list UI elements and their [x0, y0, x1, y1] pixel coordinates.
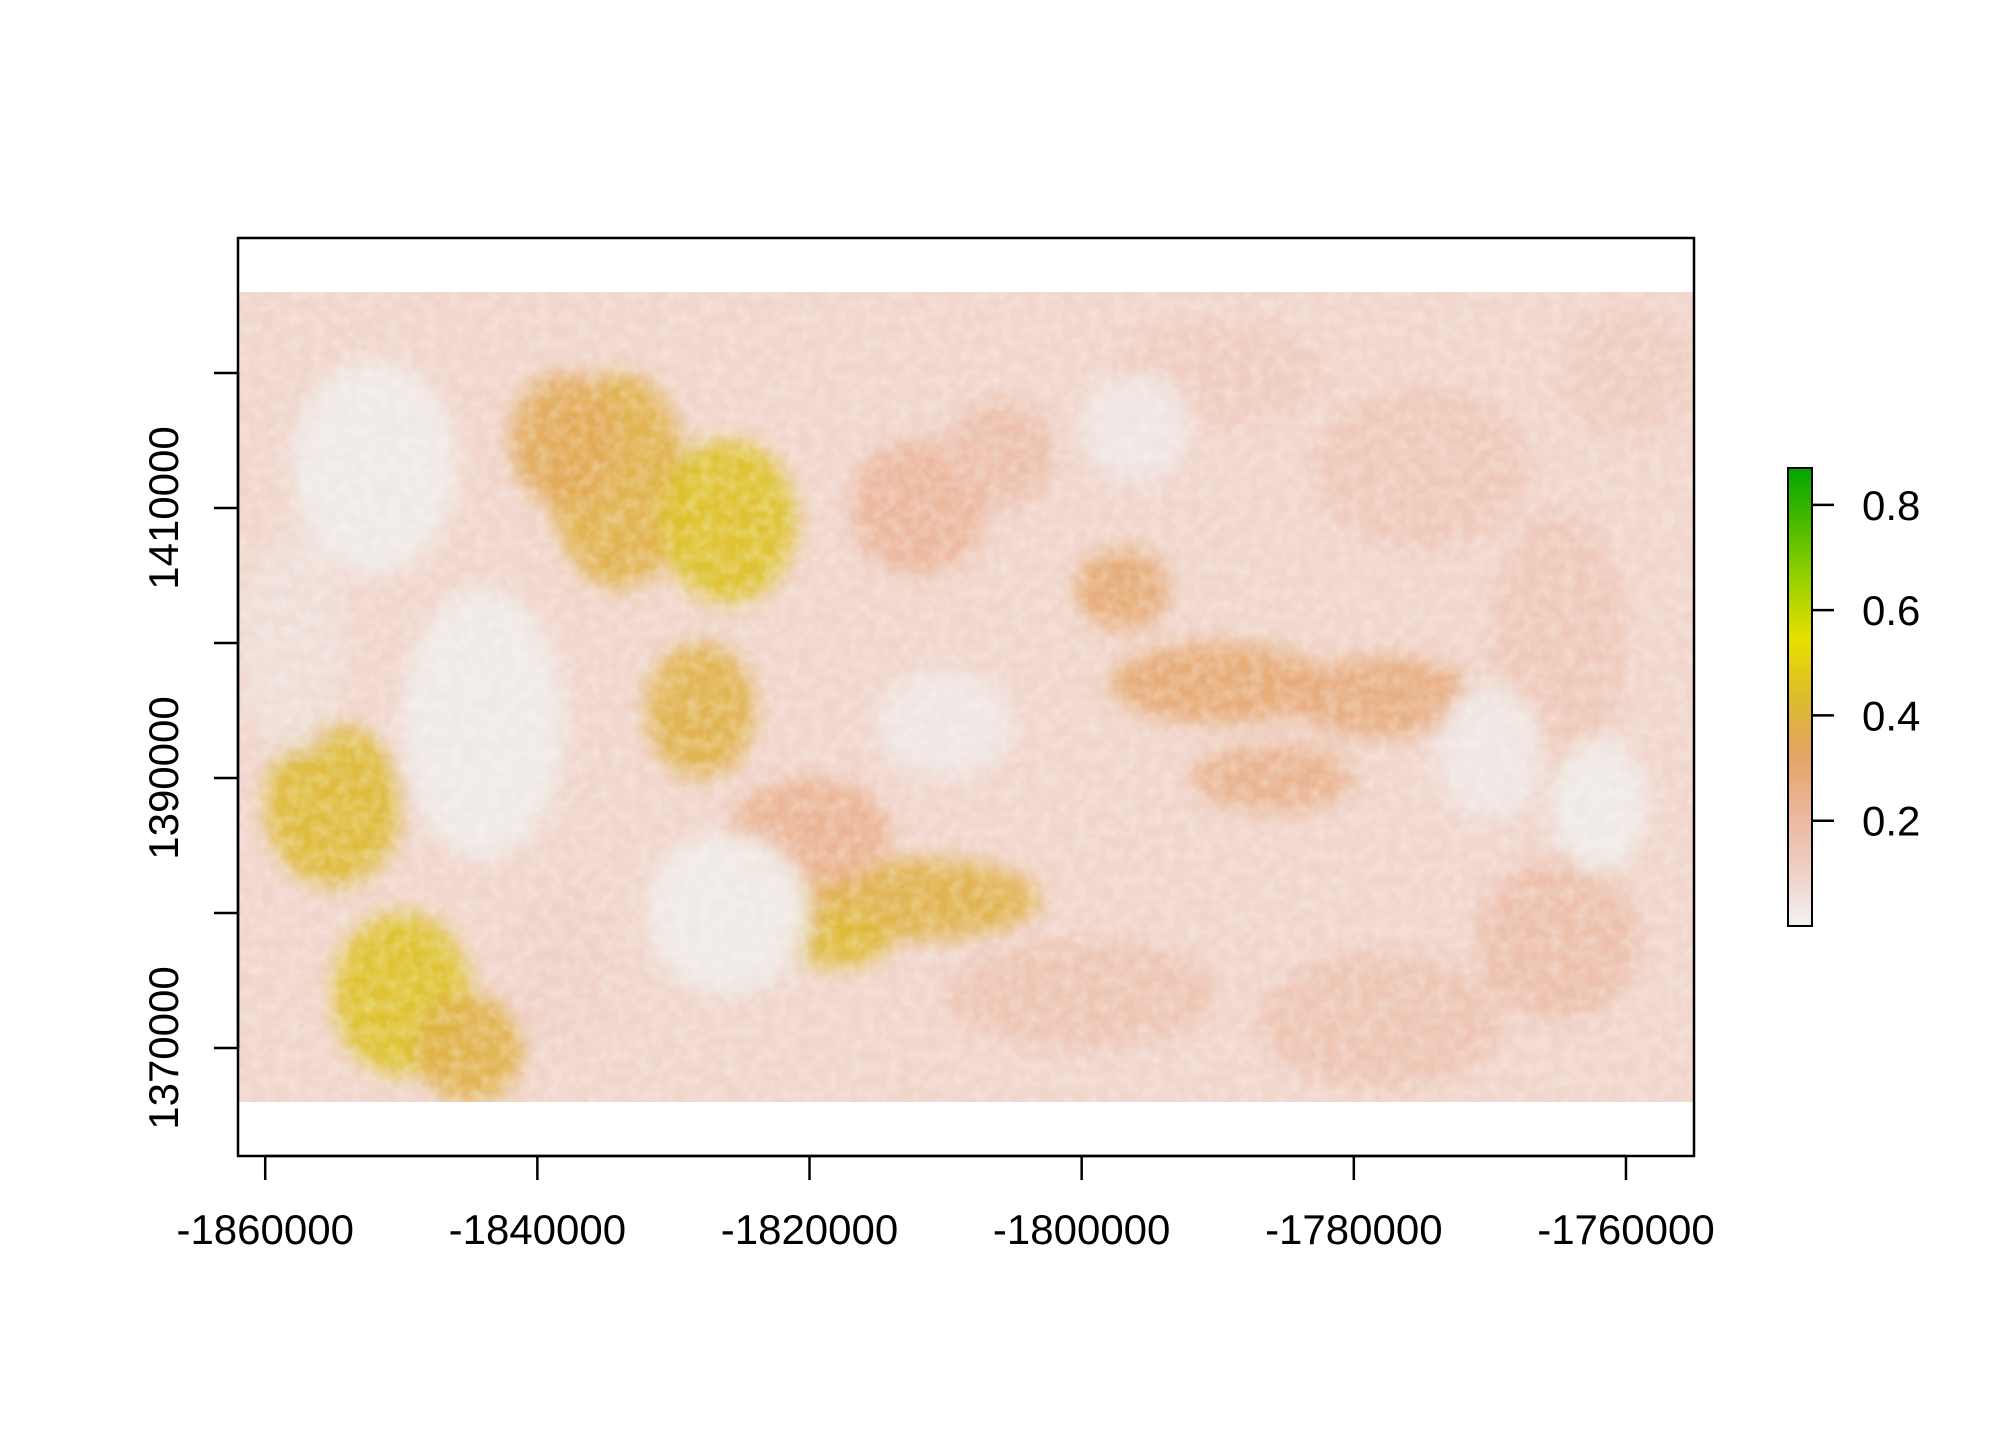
y-tick-label: 1370000 [140, 966, 187, 1130]
legend-tick-label: 0.4 [1862, 692, 1920, 739]
legend-tick-label: 0.2 [1862, 798, 1920, 845]
x-tick-label: -1820000 [721, 1206, 899, 1253]
x-axis: -1860000 -1840000 -1820000 -1800000 -1780000… [176, 1154, 1715, 1253]
x-tick-label: -1860000 [176, 1206, 354, 1253]
legend-color-bar [1787, 467, 1813, 927]
y-tick-label: 1390000 [140, 696, 187, 860]
x-tick-label: -1780000 [1265, 1206, 1443, 1253]
raster-texture [238, 292, 1694, 1102]
x-tick-label: -1760000 [1537, 1206, 1715, 1253]
y-axis: 1370000 1390000 1410000 [140, 371, 240, 1130]
x-tick-label: -1840000 [449, 1206, 627, 1253]
y-tick-label: 1410000 [140, 426, 187, 590]
legend-ticks: 0.2 0.4 0.6 0.8 [1812, 482, 1920, 845]
legend-tick-label: 0.8 [1862, 482, 1920, 529]
color-legend: 0.2 0.4 0.6 0.8 [1787, 467, 1920, 927]
raster-layer [238, 292, 1694, 1102]
legend-tick-label: 0.6 [1862, 587, 1920, 634]
x-tick-label: -1800000 [993, 1206, 1171, 1253]
